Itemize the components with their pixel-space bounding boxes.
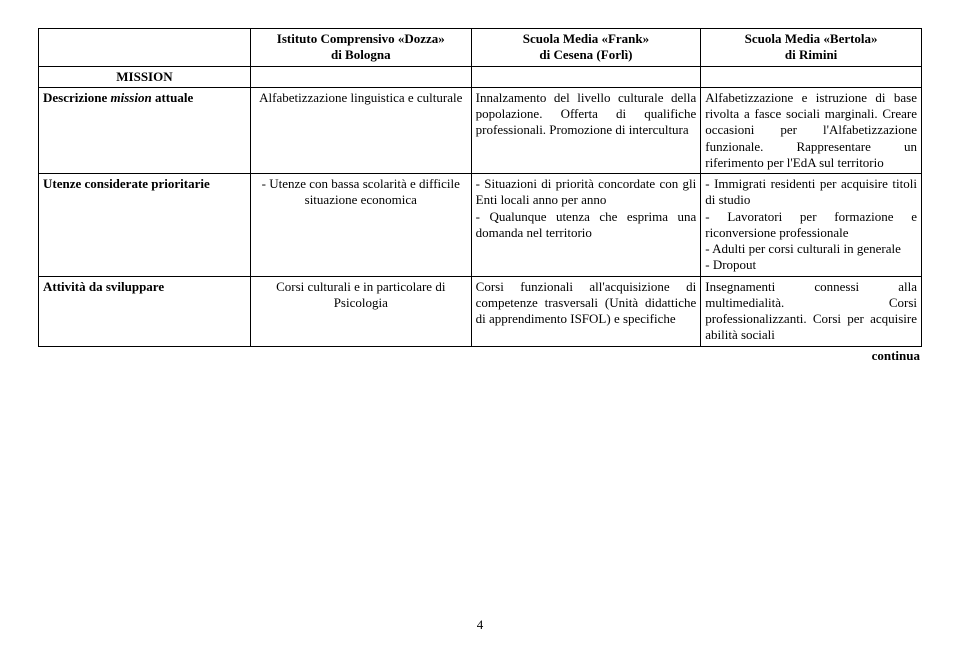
row-1-c3: - Immigrati residenti per acquisire tito… bbox=[701, 174, 922, 277]
document-page: Istituto Comprensivo «Dozza»di Bologna S… bbox=[0, 0, 960, 364]
table-row: Utenze considerate prioritarie - Utenze … bbox=[39, 174, 922, 277]
row-0-c2: Innalzamento del livello culturale della… bbox=[471, 87, 701, 173]
section-blank-3 bbox=[701, 66, 922, 87]
header-col-2: Scuola Media «Frank»di Cesena (Forlì) bbox=[471, 29, 701, 67]
page-number: 4 bbox=[0, 617, 960, 633]
row-2-c2: Corsi funzionali all'acquisizione di com… bbox=[471, 276, 701, 346]
row-0-c3: Alfabetizzazione e istruzione di base ri… bbox=[701, 87, 922, 173]
table-header-row: Istituto Comprensivo «Dozza»di Bologna S… bbox=[39, 29, 922, 67]
row-1-label: Utenze considerate prioritarie bbox=[39, 174, 251, 277]
header-col-3: Scuola Media «Bertola»di Rimini bbox=[701, 29, 922, 67]
table-row: Attività da sviluppare Corsi culturali e… bbox=[39, 276, 922, 346]
section-blank-1 bbox=[250, 66, 471, 87]
section-label: MISSION bbox=[39, 66, 251, 87]
header-col-1: Istituto Comprensivo «Dozza»di Bologna bbox=[250, 29, 471, 67]
header-blank bbox=[39, 29, 251, 67]
row-2-label: Attività da sviluppare bbox=[39, 276, 251, 346]
row-1-c1: - Utenze con bassa scolarità e difficile… bbox=[250, 174, 471, 277]
section-row: MISSION bbox=[39, 66, 922, 87]
row-2-c1: Corsi culturali e in particolare di Psic… bbox=[250, 276, 471, 346]
row-0-c1: Alfabetizzazione linguistica e culturale bbox=[250, 87, 471, 173]
table-row: Descrizione mission attuale Alfabetizzaz… bbox=[39, 87, 922, 173]
section-blank-2 bbox=[471, 66, 701, 87]
row-1-c2: - Situazioni di priorità concordate con … bbox=[471, 174, 701, 277]
row-0-label: Descrizione mission attuale bbox=[39, 87, 251, 173]
continua-label: continua bbox=[38, 348, 922, 364]
comparison-table: Istituto Comprensivo «Dozza»di Bologna S… bbox=[38, 28, 922, 347]
row-2-c3: Insegnamenti connessi alla multimedialit… bbox=[701, 276, 922, 346]
